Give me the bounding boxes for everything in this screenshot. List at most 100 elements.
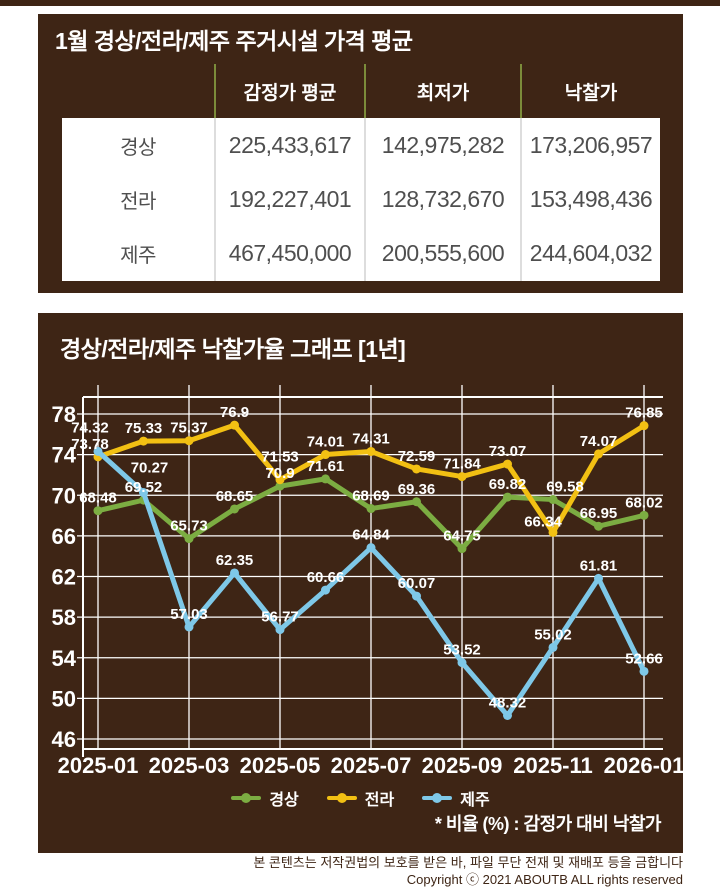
legend-dot-jeju [432,793,443,803]
chart-legend: 경상 전라 제주 [38,786,683,810]
line-chart-svg: 46 50 54 58 62 66 70 74 78 2025-01 2025-03 2025-05 2… [52,385,684,778]
data-point-gyeongsang [548,495,558,505]
x-axis-label: 2025-07 [331,753,412,778]
x-axis-label: 2026-01 [604,753,683,778]
x-axis-label: 2025-09 [422,753,503,778]
data-point-jeolla [594,449,603,459]
y-axis-label: 58 [52,605,76,630]
chart-card: 경상/전라/제주 낙찰가율 그래프 [1년] 46 50 54 58 62 66 70 74 7… [38,313,684,853]
data-label-jeju: 48.32 [489,694,527,711]
data-point-gyeongsang [93,506,103,516]
chart-note: * 비율 (%) : 감정가 대비 낙찰가 [434,814,662,834]
data-point-jeolla [275,475,285,485]
data-point-jeolla [412,464,421,474]
data-label-jeolla: 71.53 [261,449,299,466]
data-label-jeolla: 73.07 [489,443,527,460]
y-axis-label: 74 [52,443,77,468]
data-label-gyeongsang: 69.36 [398,481,436,498]
data-label-jeju: 53.52 [443,642,481,659]
x-axis-label: 2025-05 [240,753,321,778]
data-label-jeolla: 74.07 [580,433,618,450]
legend-swatch-jeju [422,793,453,803]
chart-title: 경상/전라/제주 낙찰가율 그래프 [1년] [60,336,406,362]
data-label-jeju: 70.27 [131,460,169,477]
data-label-jeolla: 74.31 [352,430,390,447]
legend-swatch-jeolla [326,793,357,803]
legend-label-jeolla: 전라 [364,792,395,809]
data-label-gyeongsang: 68.02 [625,494,663,511]
data-point-jeju [412,591,421,601]
table-row: 전라 192,227,401 128,732,670 153,498,436 [62,172,660,227]
data-label-jeolla: 71.84 [443,456,481,473]
data-label-jeju: 56.77 [261,609,299,626]
table-row: 경상 225,433,617 142,975,282 173,206,957 [62,118,660,173]
y-axis-label: 54 [52,646,77,671]
data-point-jeolla [321,450,330,460]
data-point-jeolla [139,436,148,446]
data-label-jeju: 52.66 [625,650,663,667]
x-axis-label: 2025-11 [513,753,593,778]
y-axis-label: 62 [52,565,76,590]
y-axis-label: 46 [52,727,76,752]
data-point-gyeongsang [594,521,603,531]
footer-disclaimer: 본 콘텐츠는 저작권법의 보호를 받은 바, 파일 무단 전재 및 재배포 등을… [253,855,683,870]
footer: 본 콘텐츠는 저작권법의 보호를 받은 바, 파일 무단 전재 및 재배포 등을… [253,854,683,888]
data-label-jeju: 74.32 [71,419,109,436]
data-point-gyeongsang [230,504,239,514]
legend-swatch-gyeongsang [231,793,262,803]
data-point-gyeongsang [412,497,421,507]
data-point-jeju [639,666,649,676]
data-point-jeolla [639,421,649,431]
row-label: 경상 [120,136,156,159]
data-point-gyeongsang [457,544,467,554]
data-label-gyeongsang: 68.69 [352,488,390,505]
data-point-jeju [184,622,194,632]
data-point-jeju [275,625,285,635]
data-point-gyeongsang [503,492,512,502]
data-label-jeolla: 76.85 [625,405,663,422]
y-axis-label: 50 [52,686,76,711]
col-header-empty [62,64,214,118]
top-strip [0,0,720,6]
col-header-appraisal-avg: 감정가 평균 [214,64,364,118]
data-point-jeju [230,568,239,578]
row-label: 전라 [120,190,156,213]
table-header-row: 감정가 평균 최저가 낙찰가 [62,64,660,118]
data-point-jeju [548,642,558,652]
data-point-jeju [366,543,376,553]
data-label-jeolla: 74.01 [307,434,345,451]
data-point-gyeongsang [639,510,649,520]
data-label-gyeongsang: 64.75 [443,528,481,545]
data-label-gyeongsang: 68.65 [216,488,254,505]
data-label-gyeongsang: 71.61 [307,458,345,475]
table-row: 제주 467,450,000 200,555,600 244,604,032 [62,226,660,281]
table-cell: 192,227,401 [214,172,364,227]
data-label-gyeongsang: 70.9 [265,465,294,482]
data-label-jeolla: 75.37 [170,420,208,437]
data-point-jeolla [503,459,512,469]
data-point-jeolla [184,436,194,446]
data-point-jeju [503,710,512,720]
data-point-jeolla [366,446,376,456]
data-label-gyeongsang: 69.52 [125,479,163,496]
bid-rate-line-chart: 46 50 54 58 62 66 70 74 78 2025-01 2025-03 2025-05 2… [38,384,684,784]
data-point-jeju [321,585,330,595]
data-point-jeju [457,658,467,668]
legend-label-jeju: 제주 [460,792,490,809]
table-cell: 467,450,000 [214,226,364,281]
legend-label-gyeongsang: 경상 [269,792,299,809]
table-cell: 200,555,600 [364,226,520,281]
x-axis-label: 2025-01 [58,753,139,778]
table-cell: 142,975,282 [364,118,520,173]
data-label-jeju: 64.84 [352,527,390,544]
row-label: 제주 [120,245,156,268]
data-label-jeolla: 73.78 [71,436,109,453]
col-header-winning-price: 낙찰가 [520,64,660,118]
data-label-gyeongsang: 69.82 [489,476,527,493]
data-point-jeju [139,488,148,498]
data-label-jeju: 61.81 [580,557,618,574]
data-point-gyeongsang [321,474,330,484]
data-point-gyeongsang [275,481,285,491]
data-label-jeju: 60.07 [398,575,436,592]
